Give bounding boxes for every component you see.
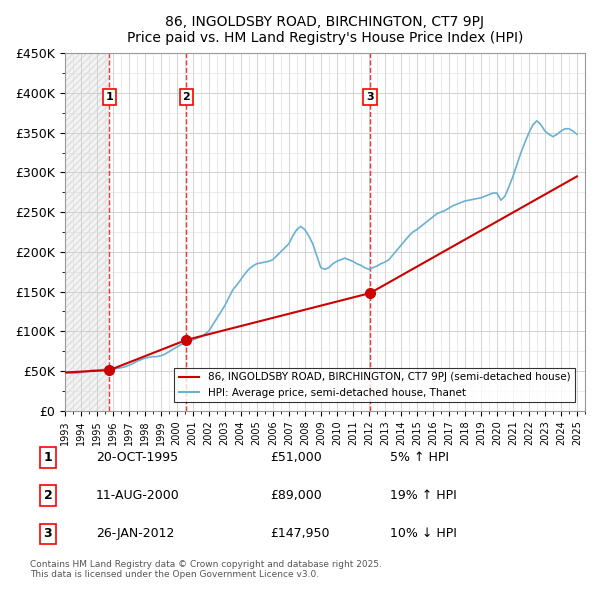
Text: 1: 1 <box>106 92 113 102</box>
Text: 11-AUG-2000: 11-AUG-2000 <box>96 489 180 502</box>
Title: 86, INGOLDSBY ROAD, BIRCHINGTON, CT7 9PJ
Price paid vs. HM Land Registry's House: 86, INGOLDSBY ROAD, BIRCHINGTON, CT7 9PJ… <box>127 15 523 45</box>
Text: 2: 2 <box>44 489 52 502</box>
Text: £51,000: £51,000 <box>270 451 322 464</box>
Text: £147,950: £147,950 <box>270 527 329 540</box>
Text: 20-OCT-1995: 20-OCT-1995 <box>96 451 178 464</box>
Text: 5% ↑ HPI: 5% ↑ HPI <box>390 451 449 464</box>
Text: 19% ↑ HPI: 19% ↑ HPI <box>390 489 457 502</box>
Text: 3: 3 <box>44 527 52 540</box>
Text: Contains HM Land Registry data © Crown copyright and database right 2025.
This d: Contains HM Land Registry data © Crown c… <box>30 560 382 579</box>
Text: 2: 2 <box>182 92 190 102</box>
Legend: 86, INGOLDSBY ROAD, BIRCHINGTON, CT7 9PJ (semi-detached house), HPI: Average pri: 86, INGOLDSBY ROAD, BIRCHINGTON, CT7 9PJ… <box>175 368 575 402</box>
Text: £89,000: £89,000 <box>270 489 322 502</box>
Text: 1: 1 <box>44 451 52 464</box>
Text: 3: 3 <box>366 92 374 102</box>
Text: 10% ↓ HPI: 10% ↓ HPI <box>390 527 457 540</box>
Text: 26-JAN-2012: 26-JAN-2012 <box>96 527 175 540</box>
